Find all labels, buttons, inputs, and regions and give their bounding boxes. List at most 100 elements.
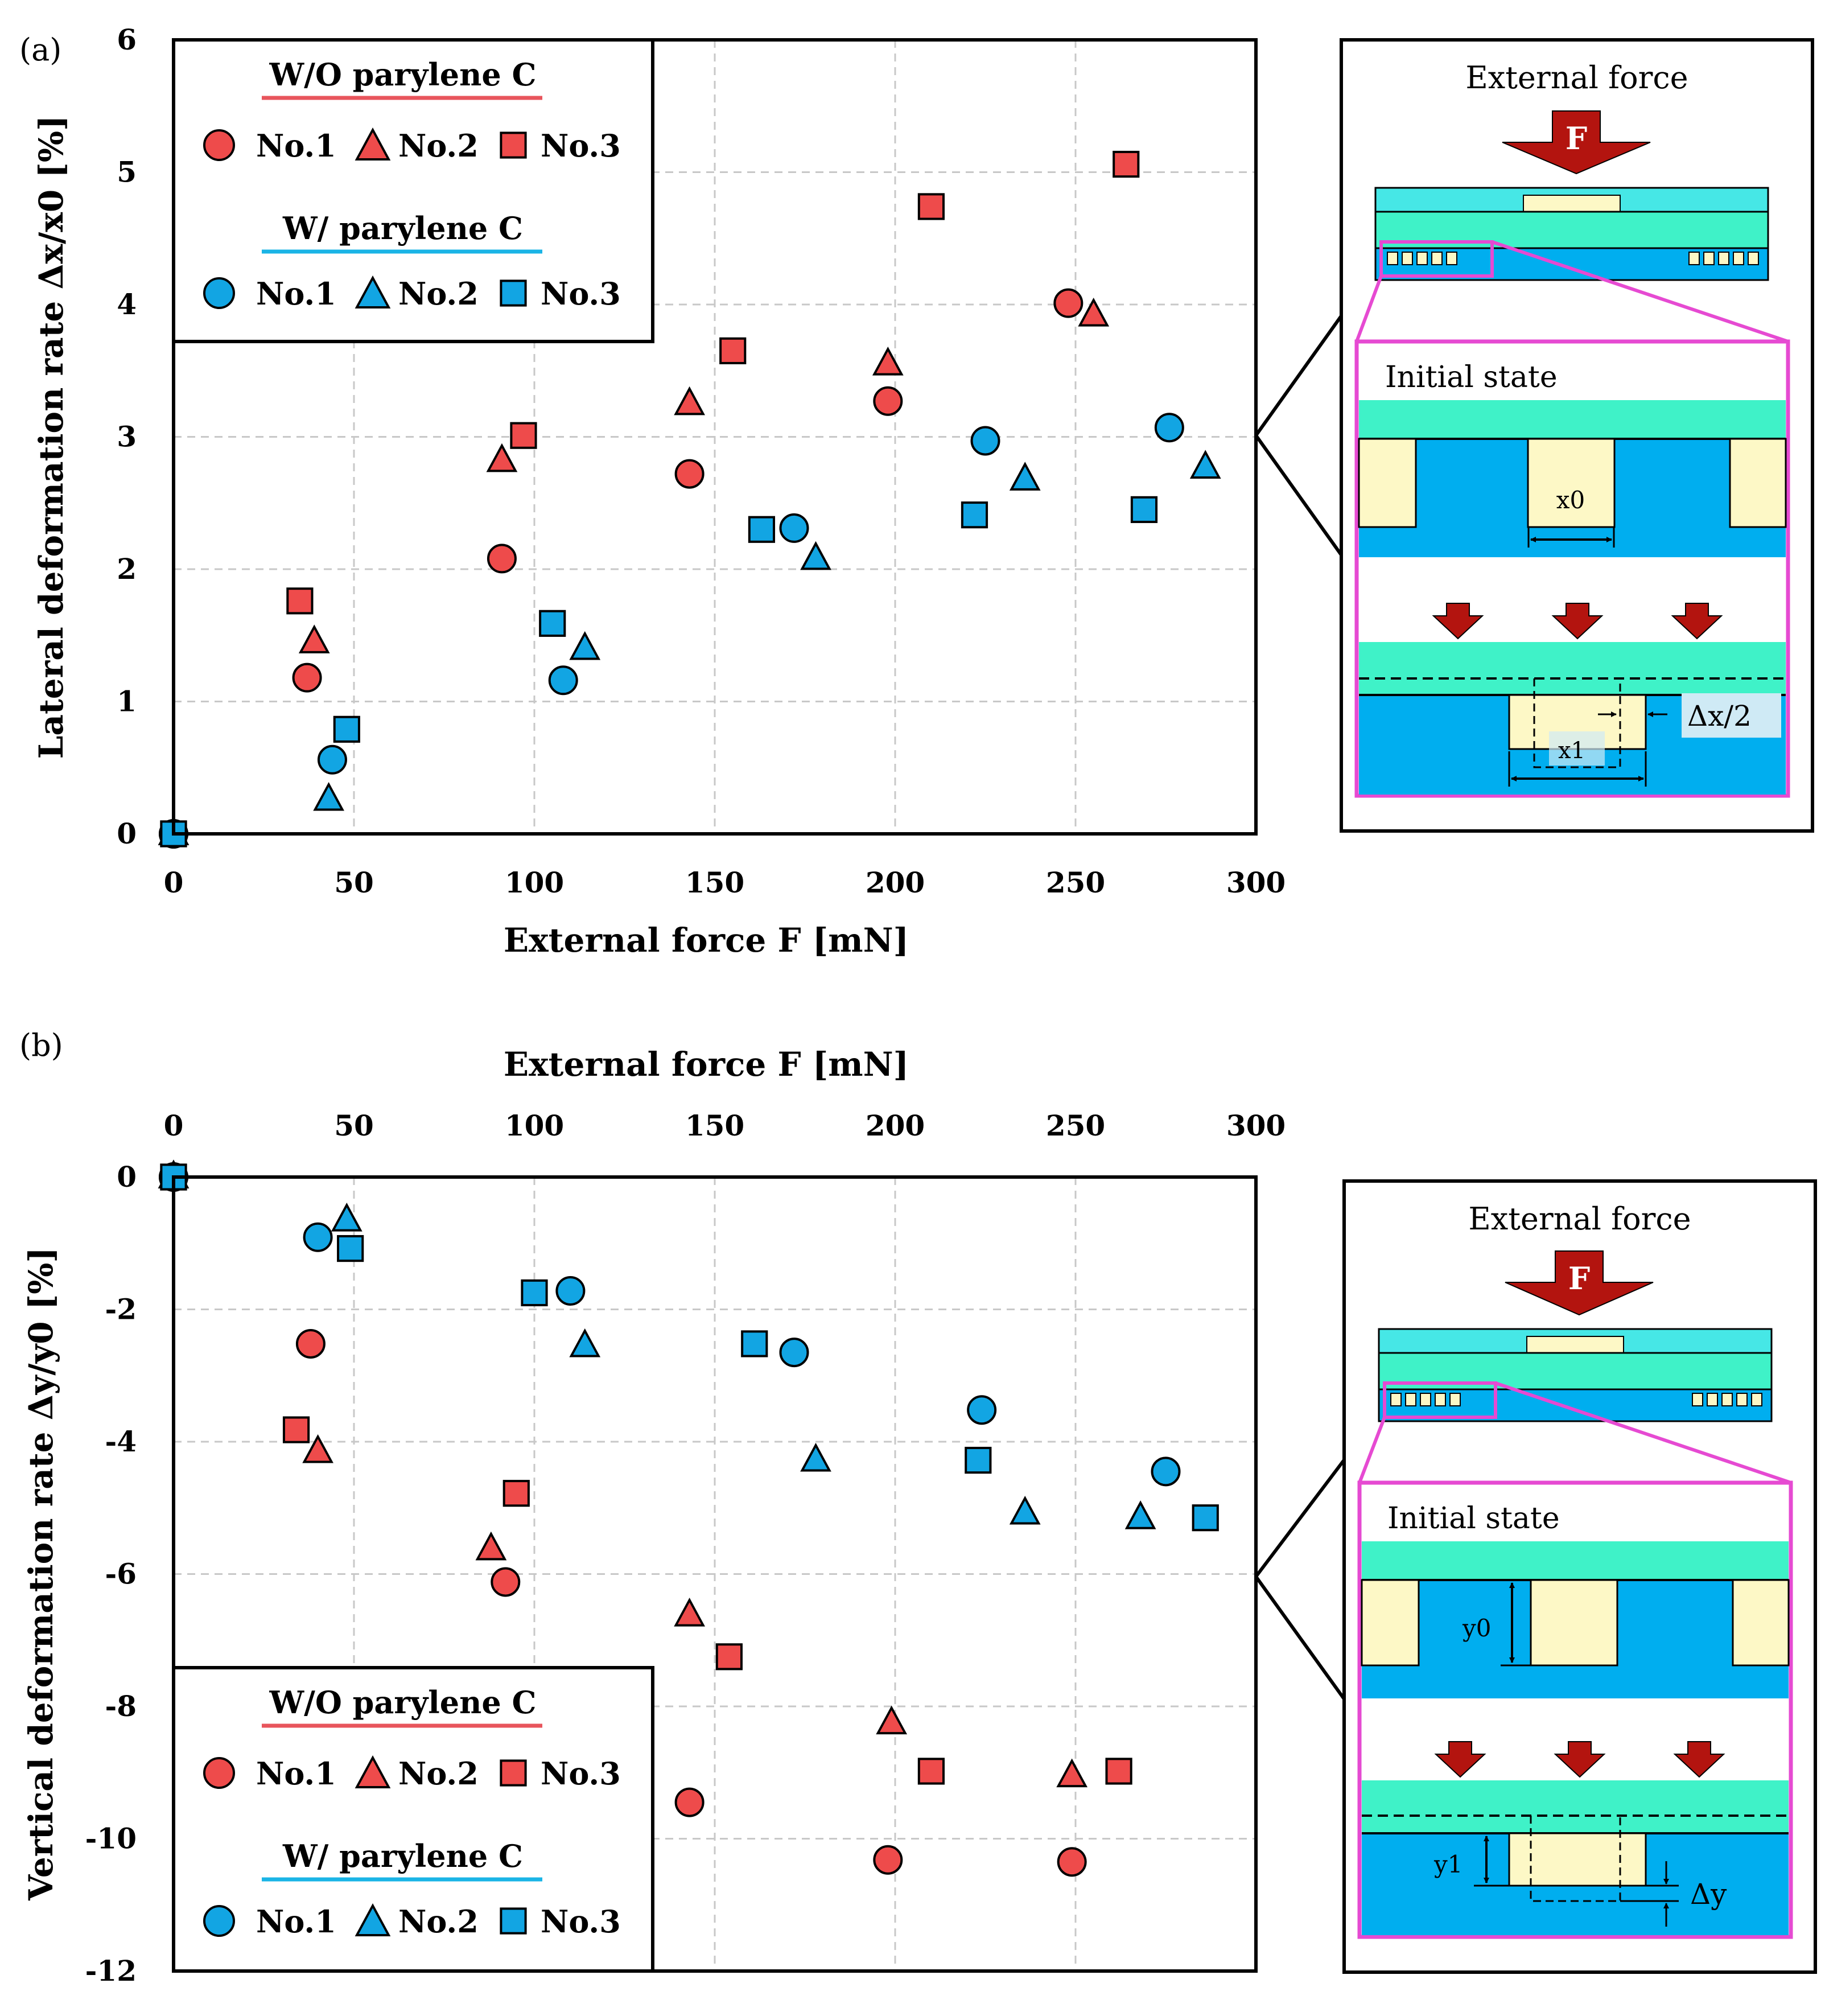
x-tick-label: 250 [1046, 1109, 1105, 1142]
point-a-wo-circle-5 [1053, 288, 1084, 318]
legend-a-w-no1: No.1 [256, 275, 336, 312]
point-b-wo-circle-2 [491, 1567, 521, 1597]
electrode-pad [1416, 252, 1428, 265]
inset-a-state-label: Initial state [1385, 360, 1558, 394]
legend-a-w-no3: No.3 [541, 275, 621, 312]
inset-b-state-label: Initial state [1387, 1501, 1560, 1536]
y-tick-label: -12 [85, 1954, 137, 1988]
inset-b-leader-bottom [1254, 1575, 1346, 1700]
point-b-w-square-5 [1192, 1504, 1219, 1532]
inset-b-dim-bottom: y1 [1433, 1850, 1463, 1878]
inset-b-force-arrow [1505, 1250, 1654, 1316]
x-tick-label: 100 [505, 1109, 564, 1142]
x-tick-label: 50 [334, 866, 374, 899]
point-a-wo-circle-4 [873, 386, 903, 416]
inset-a-zoom-line-right [1492, 240, 1789, 343]
point-b-wo-square-1 [282, 1416, 310, 1443]
point-b-w-circle-5 [1151, 1457, 1181, 1487]
y-tick-label: -8 [105, 1689, 137, 1723]
inset-b-device [1378, 1328, 1773, 1422]
inset-a-force-label: F [1566, 120, 1587, 157]
y-tick-label: -6 [105, 1557, 137, 1591]
point-a-w-circle-3 [779, 513, 809, 543]
legend-a-title-w: W/ parylene C [282, 210, 523, 246]
point-a-wo-triangle-4 [872, 347, 904, 376]
point-b-wo-triangle-1 [302, 1434, 333, 1463]
y-tick-label: 0 [117, 817, 137, 850]
electrode-pad [1449, 1393, 1461, 1406]
legend-b-w-no2: No.2 [398, 1903, 479, 1940]
panel-b-legend: W/O parylene C No.1 No.2 No.3 W/ parylen… [172, 1666, 654, 1973]
inset-b-down-arrows [1434, 1741, 1725, 1778]
x-tick-label: 150 [685, 866, 744, 899]
legend-marker-w-circle [203, 277, 235, 309]
y-tick-label: 2 [117, 552, 137, 586]
x-tick-label: 200 [866, 866, 925, 899]
inset-a-dim-top: x0 [1556, 486, 1585, 514]
electrode-pad [1420, 1393, 1431, 1406]
panel-b-label: (b) [19, 1027, 63, 1063]
point-a-w-square-1 [333, 715, 360, 743]
panel-b-points [158, 1159, 1219, 1877]
x-tick-label: 100 [505, 866, 564, 899]
legend-marker-w-square [500, 1907, 527, 1935]
point-b-w-square-2 [521, 1279, 548, 1307]
point-a-wo-circle-1 [292, 663, 322, 693]
legend-b-title-w: W/ parylene C [282, 1838, 523, 1874]
electrode-pad [1390, 1393, 1402, 1406]
point-b-w-circle-4 [967, 1395, 997, 1425]
inset-b-zoom-line-right [1495, 1381, 1791, 1484]
point-b-wo-triangle-4 [876, 1705, 908, 1735]
inset-a-dim-bottom: x1 [1558, 738, 1585, 764]
y-tick-label: -4 [105, 1425, 137, 1458]
legend-a-wo-no2: No.2 [398, 127, 479, 164]
point-b-w-triangle-4 [1009, 1495, 1041, 1525]
point-a-w-triangle-3 [800, 541, 831, 570]
legend-marker-wo-circle [203, 1757, 235, 1789]
x-tick-label: 300 [1226, 866, 1286, 899]
point-b-wo-circle-5 [1057, 1847, 1087, 1877]
panel-b-ticks: 0 50 100 150 200 250 300 0 -2 -4 -6 -8 -10 -12 [85, 1109, 1286, 1988]
electrode-pad [1688, 252, 1700, 265]
legend-b-title-wo: W/O parylene C [269, 1684, 536, 1721]
y-tick-label: 1 [117, 685, 137, 718]
point-a-wo-circle-3 [674, 459, 705, 489]
electrode-pad [1751, 1393, 1762, 1406]
point-b-w-circle-3 [779, 1338, 809, 1368]
inset-b-force-label: F [1568, 1260, 1590, 1297]
panel-a-y-axis-label: Lateral deformation rate Δx/x0 [%] [32, 116, 71, 759]
legend-a-wo-no3: No.3 [541, 127, 621, 164]
y-tick-label: 0 [117, 1160, 137, 1194]
x-tick-label: 250 [1046, 866, 1105, 899]
inset-a-diagram: External force F Initial state x0 [1254, 38, 1814, 833]
electrode-pad [1703, 252, 1715, 265]
point-a-wo-square-5 [1113, 150, 1140, 178]
inset-a-leader-top [1254, 315, 1343, 437]
point-a-wo-triangle-1 [298, 624, 330, 653]
point-a-w-circle-4 [970, 426, 1000, 456]
point-a-w-triangle-5 [1189, 450, 1221, 479]
point-b-w-square-1 [337, 1235, 364, 1262]
point-b-wo-circle-3 [674, 1787, 705, 1817]
point-b-w-circle-1 [303, 1222, 333, 1252]
legend-b-w-no1: No.1 [256, 1903, 336, 1940]
point-a-w-triangle-4 [1009, 462, 1041, 491]
point-a-wo-triangle-2 [486, 443, 518, 472]
legend-a-w-no2: No.2 [398, 275, 479, 312]
panel-a-legend-box [172, 38, 654, 343]
legend-a-wo-no1: No.1 [256, 127, 336, 164]
inset-b-leader-top [1254, 1459, 1346, 1578]
legend-b-w-no3: No.3 [541, 1903, 621, 1940]
legend-a-markers-wo [203, 127, 527, 161]
point-a-w-circle-1 [317, 744, 347, 775]
panel-b-legend-box [172, 1666, 654, 1973]
panel-a-points [158, 150, 1221, 849]
point-a-wo-square-3 [719, 337, 747, 364]
legend-marker-wo-square [500, 131, 527, 159]
inset-b-initial-state: y0 [1361, 1541, 1790, 1698]
x-tick-label: 300 [1226, 1109, 1286, 1142]
point-b-w-circle-2 [555, 1276, 586, 1306]
x-tick-label: 0 [164, 1109, 184, 1142]
point-a-w-triangle-1 [313, 781, 344, 811]
point-b-wo-square-4 [917, 1758, 945, 1785]
